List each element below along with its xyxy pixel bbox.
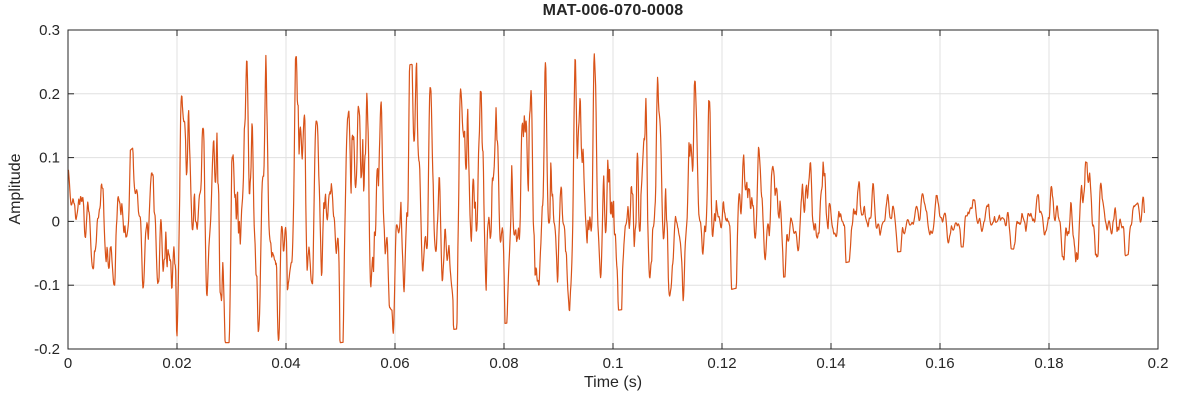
x-tick-label: 0.06 — [380, 355, 409, 372]
x-tick-label: 0 — [64, 355, 72, 372]
x-tick-label: 0.2 — [1148, 355, 1169, 372]
x-tick-label: 0.04 — [271, 355, 300, 372]
x-tick-label: 0.18 — [1034, 355, 1063, 372]
x-tick-label: 0.1 — [603, 355, 624, 372]
chart-title: MAT-006-070-0008 — [542, 2, 684, 19]
x-axis-label: Time (s) — [583, 374, 643, 391]
y-tick-label: 0.3 — [39, 22, 60, 39]
x-tick-label: 0.12 — [707, 355, 736, 372]
x-tick-label: 0.08 — [489, 355, 518, 372]
x-tick-label: 0.02 — [162, 355, 191, 372]
y-tick-label: -0.2 — [34, 341, 60, 358]
y-tick-label: 0.1 — [39, 150, 60, 167]
waveform-line — [67, 53, 1145, 344]
x-tick-label: 0.14 — [816, 355, 845, 372]
x-tick-label: 0.16 — [925, 355, 954, 372]
y-tick-label: 0 — [52, 213, 60, 230]
y-tick-label: 0.2 — [39, 86, 60, 103]
y-tick-label: -0.1 — [34, 277, 60, 294]
